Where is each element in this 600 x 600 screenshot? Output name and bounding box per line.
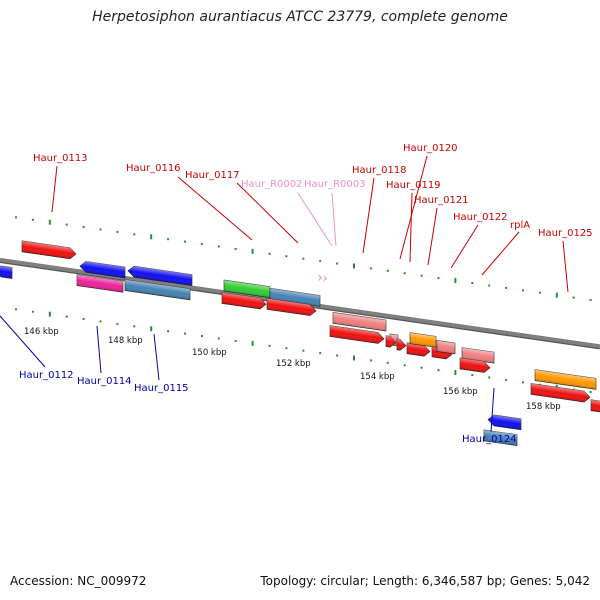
gene-features [0, 240, 600, 446]
scale-label: 156 kbp [443, 387, 478, 397]
gene-r0002 [332, 312, 387, 332]
leader-line [427, 207, 438, 266]
gene-0124b [483, 429, 518, 446]
leader-line [399, 155, 428, 260]
leader-line [236, 182, 299, 244]
map-title: Herpetosiphon aurantiacus ATCC 23779, co… [92, 9, 508, 25]
gene-label: Haur_R0003 [304, 179, 366, 190]
gene-label: rplA [510, 220, 530, 231]
gene-0114a [79, 261, 126, 279]
gene-label: Haur_0122 [453, 212, 508, 223]
gene-0121b [436, 340, 456, 355]
gene-label: Haur_0113 [33, 153, 88, 164]
gene-0114b [76, 274, 124, 293]
scale-label: 148 kbp [108, 336, 143, 346]
leader-line [51, 165, 58, 213]
scale-label: 152 kbp [276, 359, 311, 369]
gene-label: Haur_R0002 [241, 179, 303, 190]
gene-0124a [487, 414, 522, 431]
scale-label: 154 kbp [360, 372, 395, 382]
tick-marks [15, 216, 592, 394]
gene-0119b [396, 338, 407, 351]
leader-line [297, 192, 333, 247]
accession-text: Accession: NC_009972 [10, 574, 147, 588]
gene-label: Haur_0117 [185, 170, 240, 181]
trna-chevron [318, 273, 322, 282]
leader-line [562, 240, 569, 293]
gene-label: Haur_0118 [352, 165, 407, 176]
leader-line [177, 176, 253, 241]
gene-0117b [266, 298, 317, 316]
gene-label: Haur_0115 [134, 383, 189, 394]
gene-label: Haur_0114 [77, 376, 132, 387]
leader-line [331, 192, 337, 247]
gene-0115b [124, 279, 191, 301]
leader-line [409, 192, 413, 263]
gene-label: Haur_0120 [403, 143, 458, 154]
gene-0116b [221, 292, 267, 310]
gene-0113 [21, 240, 77, 260]
gene-label: Haur_0112 [19, 370, 74, 381]
gene-0126 [590, 399, 600, 413]
leader-line [481, 231, 520, 276]
label-leaders [0, 155, 569, 433]
scale-labels: 146 kbp 148 kbp 150 kbp 152 kbp 154 kbp 156 k… [24, 327, 561, 412]
gene-label: Haur_0124 [462, 434, 517, 445]
gene-label: Haur_0119 [386, 180, 441, 191]
leader-line [362, 177, 375, 254]
leader-line [450, 224, 479, 269]
gene-0125a [534, 369, 597, 390]
gene-0118 [329, 325, 385, 344]
topology-text: Topology: circular; Length: 6,346,587 bp… [260, 574, 590, 588]
gene-0115a [127, 265, 193, 286]
leader-line [96, 325, 102, 374]
scale-label: 146 kbp [24, 327, 59, 337]
gene-0125b [530, 383, 591, 403]
scale-label: 158 kbp [526, 402, 561, 412]
leader-line [153, 333, 160, 381]
gene-0112 [0, 265, 13, 279]
gene-0119 [385, 335, 397, 348]
gene-label: Haur_0121 [414, 195, 469, 206]
gene-label: Haur_0116 [126, 163, 181, 174]
gene-label: Haur_0125 [538, 228, 593, 239]
leader-line [0, 315, 46, 368]
scale-label: 150 kbp [192, 348, 227, 358]
gene-0122b [459, 357, 491, 373]
leader-line [490, 387, 495, 433]
trna-chevron [323, 274, 327, 283]
gene-0117a [269, 287, 321, 307]
gene-0121a [409, 332, 437, 348]
